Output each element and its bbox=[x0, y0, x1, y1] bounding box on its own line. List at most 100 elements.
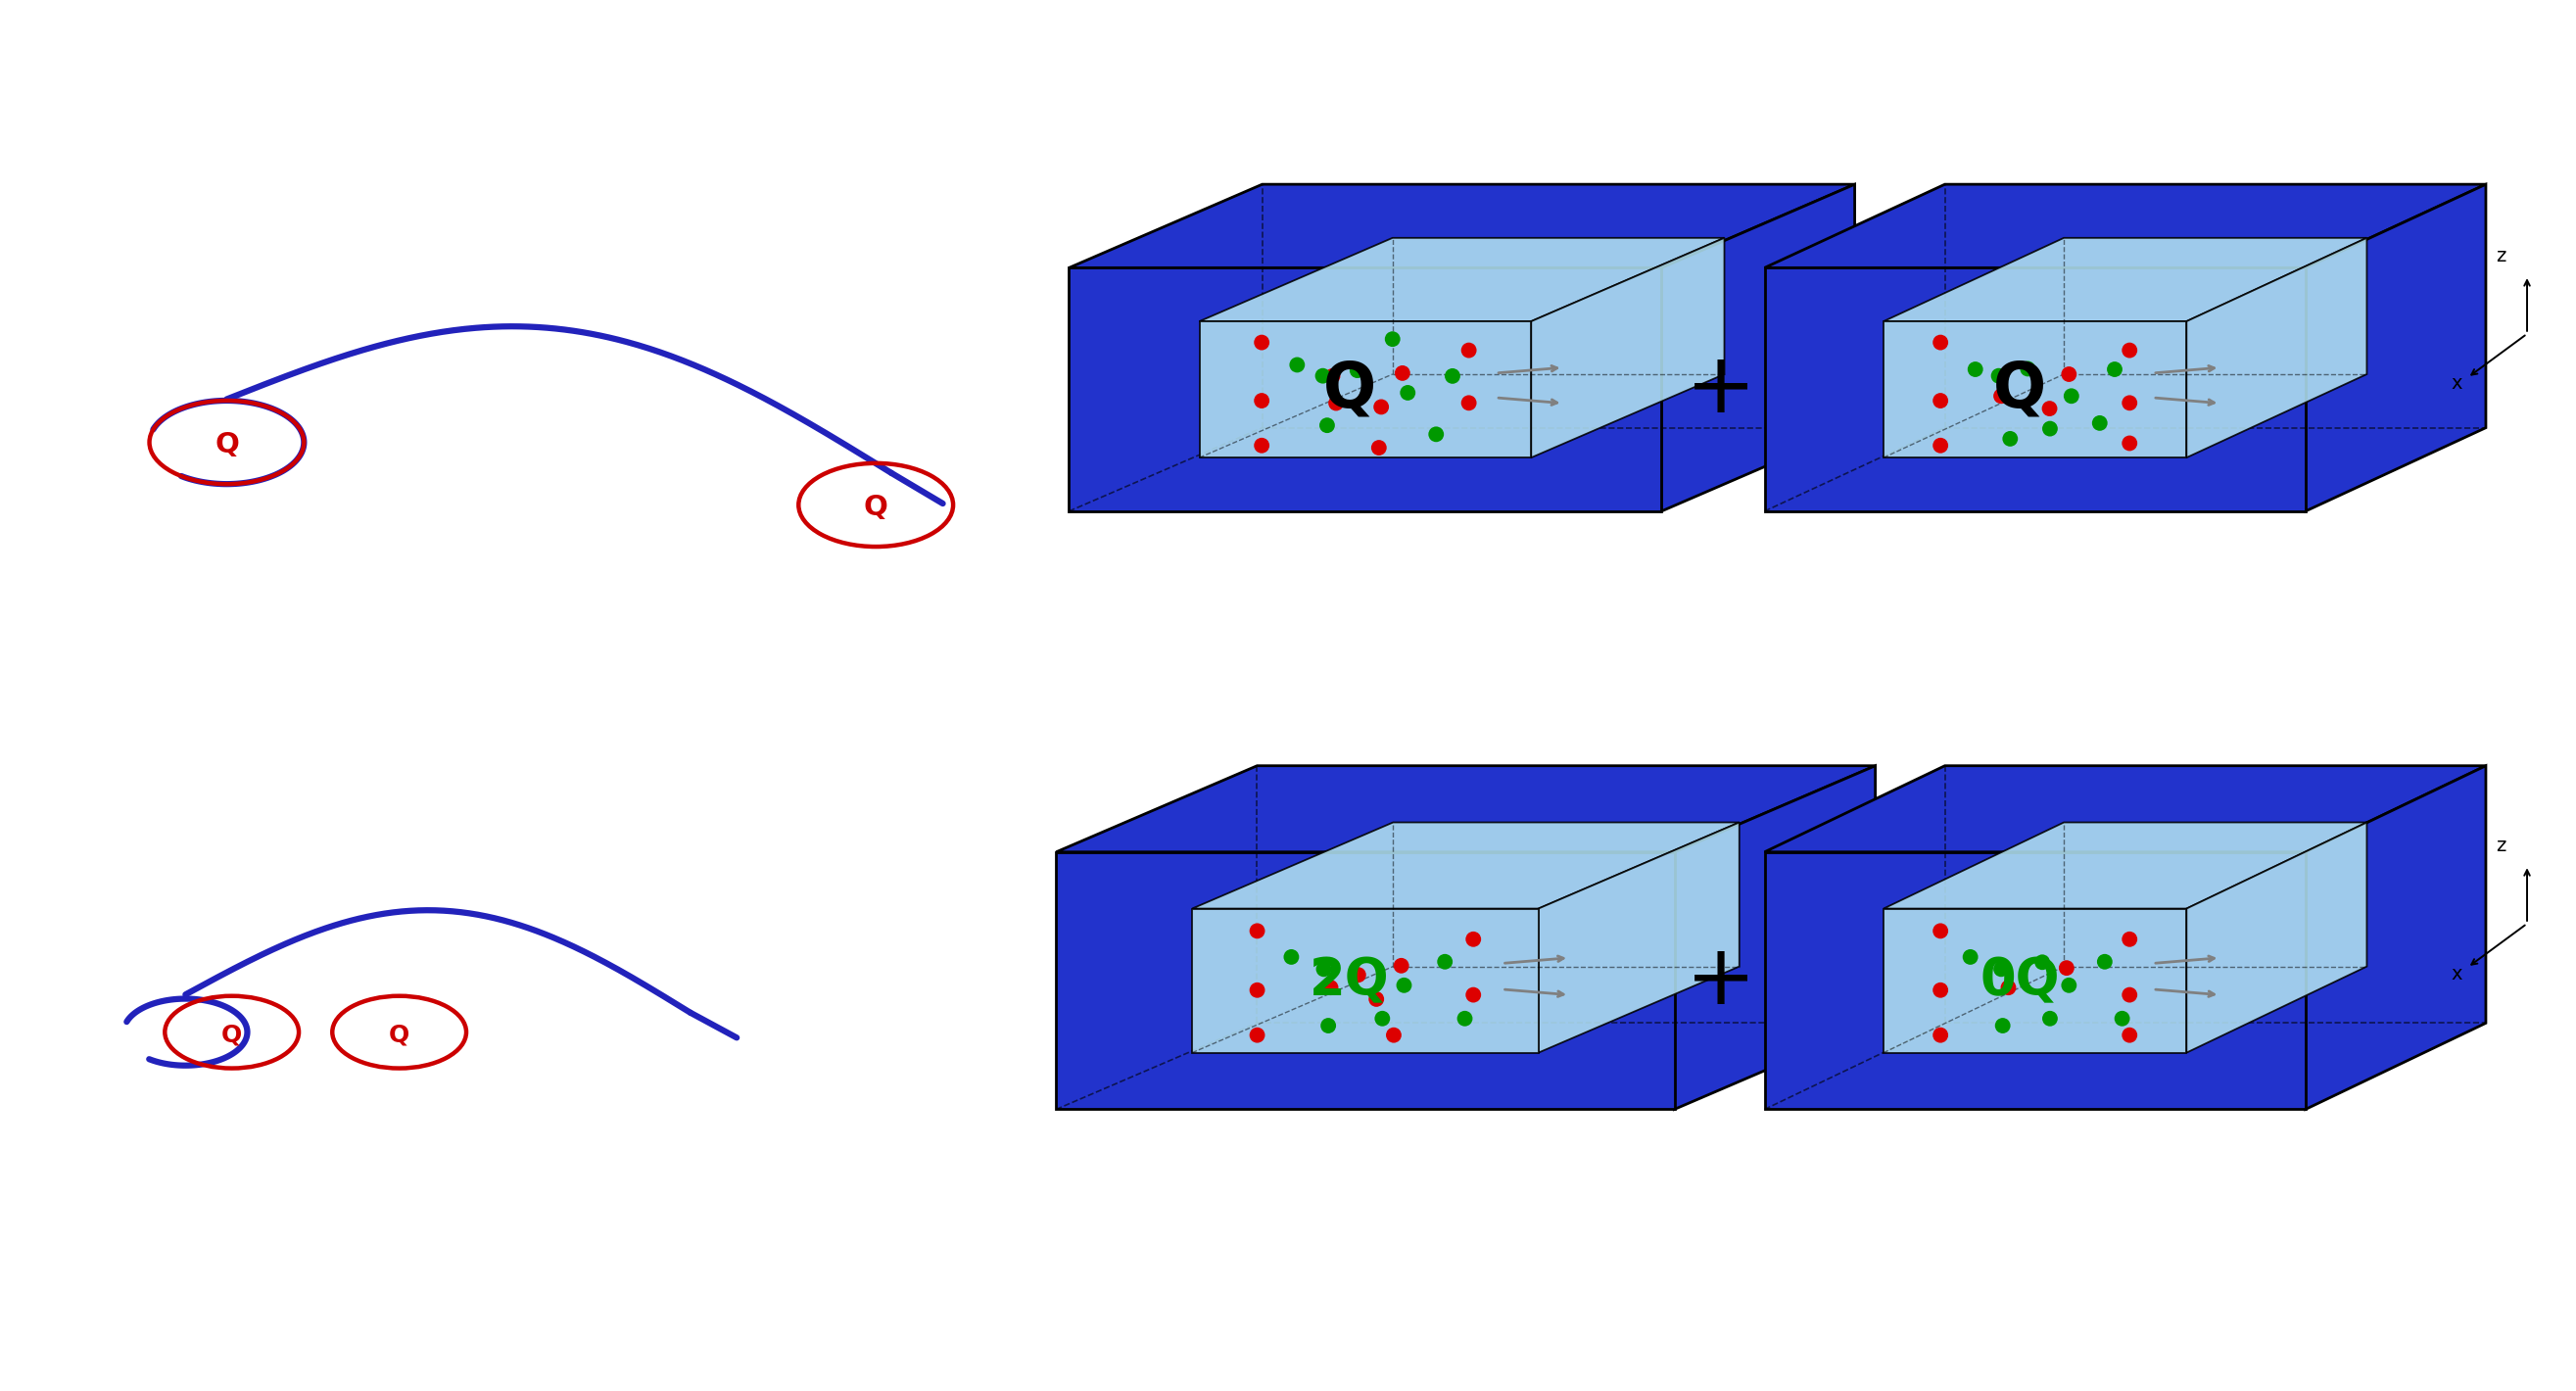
Point bbox=[1453, 983, 1494, 1006]
Point bbox=[1989, 427, 2030, 449]
Polygon shape bbox=[1674, 765, 1875, 1110]
Point bbox=[1236, 1024, 1278, 1046]
Point bbox=[1311, 364, 1352, 387]
Point bbox=[1236, 919, 1278, 942]
Polygon shape bbox=[1069, 267, 1662, 510]
Point bbox=[2110, 392, 2151, 415]
Point bbox=[2110, 339, 2151, 362]
Point bbox=[1381, 954, 1422, 976]
Point bbox=[2050, 385, 2092, 408]
Point bbox=[1919, 919, 1960, 942]
Point bbox=[1417, 423, 1458, 445]
Polygon shape bbox=[2187, 822, 2367, 1053]
Point bbox=[1306, 415, 1347, 437]
Polygon shape bbox=[2306, 765, 2486, 1110]
Point bbox=[1955, 359, 1996, 381]
Point bbox=[2045, 957, 2087, 979]
Polygon shape bbox=[1883, 908, 2187, 1053]
Point bbox=[2007, 357, 2048, 380]
Point bbox=[1919, 434, 1960, 456]
Text: Q: Q bbox=[1994, 359, 2045, 420]
Point bbox=[2110, 983, 2151, 1006]
Polygon shape bbox=[1662, 185, 1855, 510]
Point bbox=[2048, 974, 2089, 996]
Point bbox=[1309, 1014, 1350, 1036]
Point bbox=[1448, 339, 1489, 362]
Text: Q: Q bbox=[222, 1024, 242, 1046]
Text: x: x bbox=[2452, 374, 2463, 394]
Polygon shape bbox=[1883, 238, 2367, 321]
Polygon shape bbox=[1765, 765, 2486, 851]
Point bbox=[1386, 381, 1427, 403]
Text: 0Q: 0Q bbox=[1981, 956, 2058, 1006]
Point bbox=[2094, 359, 2136, 381]
Text: x: x bbox=[2452, 964, 2463, 983]
Point bbox=[1270, 946, 1311, 968]
Polygon shape bbox=[2306, 185, 2486, 510]
Point bbox=[2110, 433, 2151, 455]
Point bbox=[1981, 385, 2022, 408]
Point bbox=[2110, 1024, 2151, 1046]
Text: z: z bbox=[2496, 246, 2506, 266]
Polygon shape bbox=[1765, 851, 2306, 1110]
Polygon shape bbox=[1883, 321, 2187, 458]
Point bbox=[1278, 353, 1319, 376]
Point bbox=[2030, 417, 2071, 440]
Polygon shape bbox=[1193, 908, 1538, 1053]
Point bbox=[1919, 979, 1960, 1002]
Point bbox=[2102, 1007, 2143, 1029]
Point bbox=[1453, 928, 1494, 950]
Point bbox=[1981, 958, 2022, 981]
Point bbox=[1919, 389, 1960, 412]
Point bbox=[1950, 946, 1991, 968]
Point bbox=[2110, 928, 2151, 950]
Polygon shape bbox=[1538, 822, 1739, 1053]
Point bbox=[1373, 328, 1414, 351]
Point bbox=[2030, 1007, 2071, 1029]
Point bbox=[1311, 976, 1352, 999]
Text: Q: Q bbox=[214, 431, 240, 459]
Polygon shape bbox=[1883, 822, 2367, 908]
Text: Q: Q bbox=[1324, 359, 1376, 420]
Point bbox=[1242, 331, 1283, 353]
Text: +: + bbox=[1685, 349, 1757, 430]
Point bbox=[1373, 1024, 1414, 1046]
Point bbox=[1432, 364, 1473, 387]
Polygon shape bbox=[1056, 851, 1674, 1110]
Point bbox=[2048, 363, 2089, 385]
Point bbox=[1919, 331, 1960, 353]
Point bbox=[1337, 359, 1378, 381]
Point bbox=[1383, 974, 1425, 996]
Point bbox=[1445, 1007, 1486, 1029]
Polygon shape bbox=[1200, 238, 1723, 321]
Point bbox=[1236, 979, 1278, 1002]
Point bbox=[1242, 389, 1283, 412]
Point bbox=[2084, 950, 2125, 972]
Point bbox=[1919, 1024, 1960, 1046]
Point bbox=[1448, 392, 1489, 415]
Polygon shape bbox=[1200, 321, 1530, 458]
Text: 2Q: 2Q bbox=[1309, 956, 1391, 1006]
Polygon shape bbox=[1765, 267, 2306, 510]
Point bbox=[1303, 958, 1345, 981]
Text: Q: Q bbox=[863, 494, 889, 522]
Point bbox=[1242, 434, 1283, 456]
Polygon shape bbox=[1193, 822, 1739, 908]
Polygon shape bbox=[2187, 238, 2367, 458]
Point bbox=[2079, 412, 2120, 434]
Point bbox=[1316, 392, 1358, 415]
Point bbox=[1355, 988, 1396, 1010]
Point bbox=[1989, 976, 2030, 999]
Polygon shape bbox=[1069, 185, 1855, 267]
Point bbox=[2022, 951, 2063, 974]
Text: Q: Q bbox=[389, 1024, 410, 1046]
Point bbox=[1425, 950, 1466, 972]
Point bbox=[1981, 1014, 2022, 1036]
Text: z: z bbox=[2496, 836, 2506, 855]
Point bbox=[1360, 396, 1401, 419]
Point bbox=[1363, 1007, 1404, 1029]
Polygon shape bbox=[1530, 238, 1723, 458]
Polygon shape bbox=[1765, 185, 2486, 267]
Point bbox=[1978, 364, 2020, 387]
Point bbox=[1303, 364, 1345, 387]
